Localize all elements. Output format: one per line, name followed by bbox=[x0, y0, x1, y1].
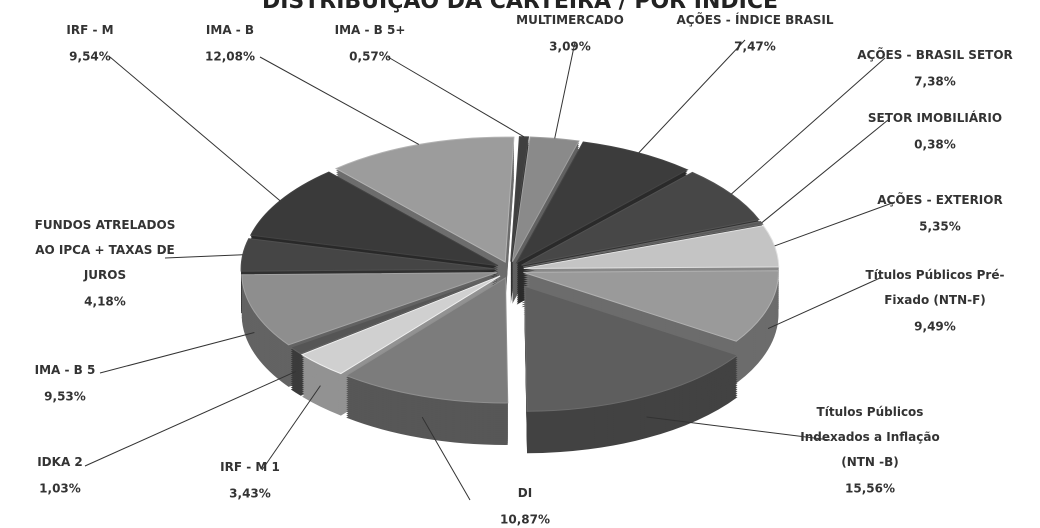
slice-top bbox=[241, 272, 497, 346]
value-label: 12,08% bbox=[205, 50, 255, 64]
slice-top bbox=[300, 275, 501, 375]
leader-line bbox=[554, 41, 576, 139]
value-label: 9,49% bbox=[914, 320, 956, 334]
slice-label-line: FUNDOS ATRELADOS bbox=[35, 218, 176, 232]
slice-top bbox=[511, 136, 580, 262]
slice-top bbox=[345, 277, 509, 404]
slice-label: FUNDOS ATRELADOS AO IPCA + TAXAS DE JUROS bbox=[35, 218, 176, 282]
slice-top bbox=[289, 274, 500, 355]
value-label: 0,38% bbox=[914, 138, 956, 152]
slice-label-line: Títulos Públicos Pré- bbox=[866, 268, 1005, 282]
slice-label: IRF - M 1 bbox=[220, 460, 280, 474]
value-label: 5,35% bbox=[919, 220, 961, 234]
slice-top bbox=[521, 171, 760, 266]
value-label: 3,43% bbox=[229, 487, 271, 501]
slice-label-line: IMA - B 5+ bbox=[335, 23, 406, 37]
slice-label-line: Indexados a Inflação bbox=[800, 430, 939, 444]
value-label: 10,87% bbox=[500, 513, 550, 527]
leader-line bbox=[767, 277, 881, 329]
slice-side bbox=[510, 142, 529, 268]
slice-top bbox=[249, 171, 499, 267]
slice-label: AÇÕES - EXTERIOR bbox=[877, 192, 1002, 207]
value-label: 4,18% bbox=[84, 295, 126, 309]
slice-label: Títulos Públicos Indexados a Inflação (NTN… bbox=[800, 405, 939, 469]
slice-label: IMA - B 5+ bbox=[335, 23, 406, 37]
leader-line bbox=[646, 416, 831, 441]
slice-side bbox=[510, 140, 529, 266]
slice-top bbox=[523, 225, 780, 269]
slice-label: SETOR IMOBILIÁRIO bbox=[868, 110, 1002, 125]
slice-label-line: MULTIMERCADO bbox=[516, 13, 624, 27]
slice-label-line: IDKA 2 bbox=[37, 455, 83, 469]
slice-label-line: JUROS bbox=[83, 268, 126, 282]
slice-label: Títulos Públicos Pré- Fixado (NTN-F) bbox=[866, 268, 1005, 307]
slice-label-line: Títulos Públicos bbox=[817, 405, 924, 419]
slice-label-line: SETOR IMOBILIÁRIO bbox=[868, 110, 1002, 125]
slice-label: AÇÕES - BRASIL SETOR bbox=[857, 47, 1013, 62]
slice-top bbox=[240, 238, 497, 272]
slice-label-line: AÇÕES - EXTERIOR bbox=[877, 192, 1002, 207]
value-label: 3,09% bbox=[549, 40, 591, 54]
value-label: 7,47% bbox=[734, 40, 776, 54]
leader-line bbox=[774, 201, 896, 247]
slice-label: MULTIMERCADO bbox=[516, 13, 624, 27]
slice-label: IRF - M bbox=[66, 23, 113, 37]
slice-label: AÇÕES - ÍNDICE BRASIL bbox=[676, 12, 833, 27]
slice-top bbox=[524, 285, 739, 412]
value-label: 9,54% bbox=[69, 50, 111, 64]
leader-line bbox=[99, 332, 255, 374]
slice-top bbox=[334, 136, 515, 263]
leader-line bbox=[387, 56, 525, 138]
slice-label-line: IRF - M bbox=[66, 23, 113, 37]
value-label: 1,03% bbox=[39, 482, 81, 496]
slice-label-line: AÇÕES - BRASIL SETOR bbox=[857, 47, 1013, 62]
chart-title: DISTRIBUIÇÃO DA CARTEIRA / POR ÍNDICE bbox=[262, 0, 778, 14]
slice-label: DI bbox=[518, 486, 532, 500]
value-label: 9,53% bbox=[44, 390, 86, 404]
leader-line bbox=[761, 119, 889, 224]
slice-top bbox=[515, 141, 689, 264]
slice-top bbox=[523, 270, 779, 342]
leader-line bbox=[84, 371, 296, 467]
leader-line bbox=[259, 56, 420, 145]
slice-label-line: AO IPCA + TAXAS DE bbox=[35, 243, 175, 257]
slice-label-line: IMA - B 5 bbox=[35, 363, 96, 377]
slice-label-line: Fixado (NTN-F) bbox=[884, 293, 986, 307]
slice-label-line: IMA - B bbox=[206, 23, 254, 37]
value-label: 0,57% bbox=[349, 50, 391, 64]
leader-line bbox=[638, 39, 746, 154]
value-label: 7,38% bbox=[914, 75, 956, 89]
value-label: 15,56% bbox=[845, 482, 895, 496]
slice-label: IDKA 2 bbox=[37, 455, 83, 469]
slice-label-line: IRF - M 1 bbox=[220, 460, 280, 474]
slice-label: IMA - B 5 bbox=[35, 363, 96, 377]
leader-line bbox=[261, 385, 321, 471]
leader-line bbox=[109, 56, 281, 202]
leader-line bbox=[730, 57, 886, 195]
slice-label-line: (NTN -B) bbox=[841, 455, 899, 469]
slice-label-line: DI bbox=[518, 486, 532, 500]
slice-label: IMA - B bbox=[206, 23, 254, 37]
slice-tops bbox=[240, 136, 780, 412]
leader-line bbox=[421, 416, 471, 501]
leader-line bbox=[164, 254, 243, 259]
slice-label-line: AÇÕES - ÍNDICE BRASIL bbox=[676, 12, 833, 27]
